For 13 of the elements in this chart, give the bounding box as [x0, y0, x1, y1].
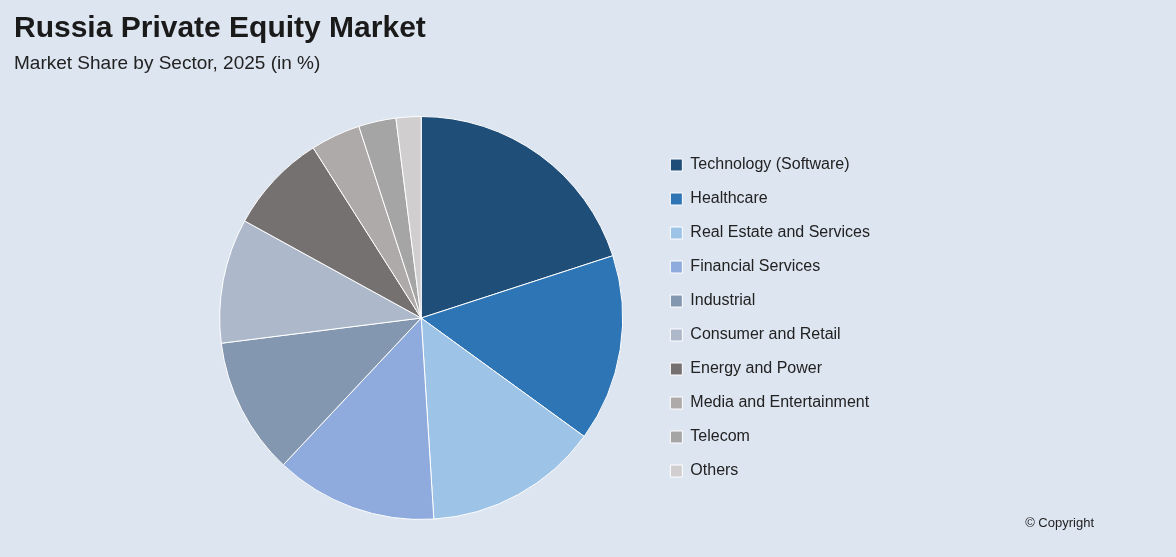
legend-label: Media and Entertainment [690, 393, 870, 411]
legend-label: Industrial [690, 291, 756, 309]
legend-label: Real Estate and Services [690, 223, 871, 241]
legend-label: Others [690, 461, 739, 479]
legend-label: Technology (Software) [690, 155, 850, 173]
legend-label: Healthcare [690, 189, 768, 207]
legend-label: Financial Services [690, 257, 821, 275]
legend-label: Energy and Power [690, 359, 823, 377]
text: © Copyright [1025, 515, 1094, 530]
legend-label: Telecom [690, 427, 750, 445]
legend-label: Consumer and Retail [690, 325, 841, 343]
chart-title: Russia Private Equity Market [14, 10, 426, 44]
chart-subtitle: Market Share by Sector, 2025 (in %) [14, 52, 321, 74]
